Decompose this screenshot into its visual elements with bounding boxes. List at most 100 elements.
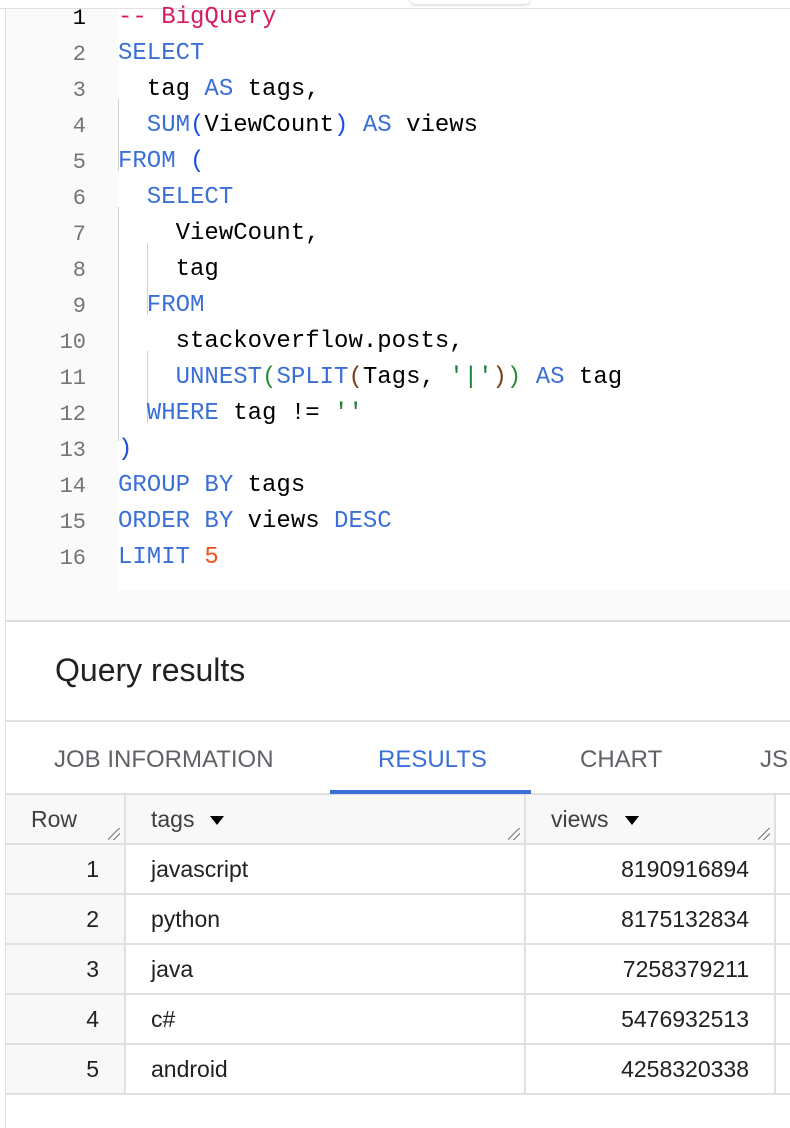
code-token: LIMIT xyxy=(118,544,205,571)
code-token: tags, xyxy=(233,76,320,103)
code-line[interactable]: SELECT xyxy=(118,40,204,67)
resize-handle-icon[interactable] xyxy=(758,828,770,840)
code-line[interactable]: GROUP BY tags xyxy=(118,472,305,499)
tags-cell[interactable]: android xyxy=(126,1045,526,1095)
code-token: ( xyxy=(348,364,363,391)
table-row[interactable]: 3 java 7258379211 xyxy=(6,945,790,995)
code-token: ) xyxy=(118,436,133,463)
table-row[interactable]: 4 c# 5476932513 xyxy=(6,995,790,1045)
code-line[interactable]: ViewCount, xyxy=(118,220,320,247)
code-token: stackoverflow.posts, xyxy=(118,328,464,355)
code-line[interactable]: tag AS tags, xyxy=(118,76,320,103)
tab-chart[interactable]: CHART xyxy=(580,746,663,773)
code-token: AS xyxy=(348,112,392,139)
code-token: -- BigQuery xyxy=(118,4,277,31)
tags-cell[interactable]: javascript xyxy=(126,845,526,895)
row-number-cell[interactable]: 2 xyxy=(6,895,126,945)
tab-results[interactable]: RESULTS xyxy=(378,746,487,773)
line-number: 8 xyxy=(72,258,86,283)
code-token: FROM xyxy=(118,148,191,175)
line-number: 6 xyxy=(72,186,86,211)
indent-guide xyxy=(118,207,119,441)
line-number: 15 xyxy=(59,510,86,535)
header-filler xyxy=(776,795,790,845)
code-token: GROUP BY xyxy=(118,472,234,499)
code-token: ViewCount xyxy=(204,112,335,139)
tab-json[interactable]: JS xyxy=(760,746,789,773)
code-token: ( xyxy=(190,148,205,175)
row-number-cell[interactable]: 5 xyxy=(6,1045,126,1095)
views-cell[interactable]: 8175132834 xyxy=(526,895,776,945)
code-line[interactable]: LIMIT 5 xyxy=(118,544,219,571)
top-handle xyxy=(410,0,530,4)
code-area[interactable] xyxy=(118,9,790,590)
row-filler xyxy=(776,995,790,1045)
code-token: views xyxy=(391,112,479,139)
caret-down-icon[interactable] xyxy=(624,816,639,826)
code-token: ViewCount, xyxy=(118,220,320,247)
views-cell[interactable]: 8190916894 xyxy=(526,845,776,895)
code-line[interactable]: SELECT xyxy=(118,184,233,211)
tags-cell[interactable]: c# xyxy=(126,995,526,1045)
indent-guide xyxy=(118,99,119,171)
column-header-row[interactable]: Row xyxy=(6,795,126,845)
code-line[interactable]: -- BigQuery xyxy=(118,4,276,31)
code-token: DESC xyxy=(334,508,392,535)
views-cell[interactable]: 4258320338 xyxy=(526,1045,776,1095)
caret-down-icon[interactable] xyxy=(210,816,225,826)
sql-editor[interactable]: 1 -- BigQuery 2 SELECT 3 tag AS tags, 4 SUM(V… xyxy=(6,4,790,622)
code-token: ( xyxy=(262,364,277,391)
code-token: Tags, xyxy=(362,364,450,391)
tab-job-information[interactable]: JOB INFORMATION xyxy=(54,746,274,773)
code-line[interactable]: UNNEST(SPLIT(Tags, '|')) AS tag xyxy=(118,364,623,391)
code-token: ) xyxy=(492,364,507,391)
code-token: ) xyxy=(334,112,349,139)
tags-cell[interactable]: java xyxy=(126,945,526,995)
code-line[interactable]: FROM xyxy=(118,292,205,319)
row-number-cell[interactable]: 3 xyxy=(6,945,126,995)
code-token: tags xyxy=(233,472,306,499)
resize-handle-icon[interactable] xyxy=(108,828,120,840)
code-line[interactable]: FROM ( xyxy=(118,148,204,175)
code-token: tag xyxy=(564,364,623,391)
line-number: 13 xyxy=(59,438,86,463)
top-bar xyxy=(0,0,790,9)
code-line[interactable]: stackoverflow.posts, xyxy=(118,328,464,355)
column-header-tags[interactable]: tags xyxy=(126,795,526,845)
query-results-title: Query results xyxy=(55,652,246,688)
views-cell[interactable]: 7258379211 xyxy=(526,945,776,995)
row-filler xyxy=(776,945,790,995)
code-token: views xyxy=(233,508,335,535)
table-row[interactable]: 2 python 8175132834 xyxy=(6,895,790,945)
line-number: 9 xyxy=(72,294,86,319)
column-header-views[interactable]: views xyxy=(526,795,776,845)
code-token: tag xyxy=(118,256,219,283)
resize-handle-icon[interactable] xyxy=(508,828,520,840)
code-token: '' xyxy=(334,400,363,427)
line-number: 12 xyxy=(59,402,86,427)
code-line[interactable]: SUM(ViewCount) AS views xyxy=(118,112,478,139)
code-token: SUM xyxy=(118,112,191,139)
left-border xyxy=(5,9,6,1128)
code-token: UNNEST xyxy=(118,364,263,391)
code-token: AS xyxy=(204,76,234,103)
active-tab-indicator xyxy=(330,790,531,794)
line-number: 10 xyxy=(59,330,86,355)
code-token: '|' xyxy=(449,364,493,391)
line-number: 11 xyxy=(59,366,86,391)
code-line[interactable]: WHERE tag != '' xyxy=(118,400,363,427)
code-token: WHERE xyxy=(118,400,219,427)
code-line[interactable]: ) xyxy=(118,436,132,463)
line-number: 16 xyxy=(59,546,86,571)
tags-cell[interactable]: python xyxy=(126,895,526,945)
table-row[interactable]: 1 javascript 8190916894 xyxy=(6,845,790,895)
views-cell[interactable]: 5476932513 xyxy=(526,995,776,1045)
code-token: FROM xyxy=(118,292,205,319)
row-number-cell[interactable]: 4 xyxy=(6,995,126,1045)
line-number: 3 xyxy=(72,78,86,103)
code-token: ) xyxy=(506,364,522,391)
code-line[interactable]: tag xyxy=(118,256,219,283)
row-number-cell[interactable]: 1 xyxy=(6,845,126,895)
code-line[interactable]: ORDER BY views DESC xyxy=(118,508,392,535)
table-row[interactable]: 5 android 4258320338 xyxy=(6,1045,790,1095)
